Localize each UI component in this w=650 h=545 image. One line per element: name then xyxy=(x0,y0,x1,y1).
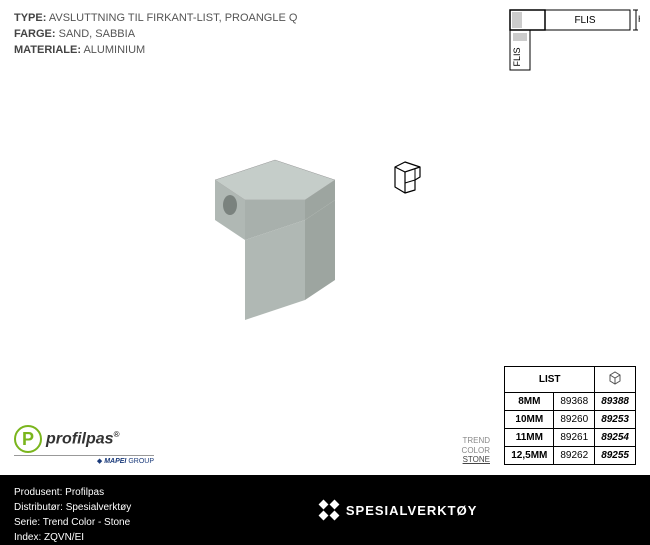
row-code1: 89368 xyxy=(554,393,595,411)
product-specs: TYPE: AVSLUTTNING TIL FIRKANT-LIST, PROA… xyxy=(14,12,297,60)
h-label: H xyxy=(638,14,640,24)
data-table: LIST 8MM 89368 89388 xyxy=(504,366,636,465)
material-value: ALUMINIUM xyxy=(83,44,145,56)
trend-line3: STONE xyxy=(462,455,490,465)
spec-color: FARGE: SAND, SABBIA xyxy=(14,28,297,40)
row-size: 8MM xyxy=(505,393,554,411)
spec-type: TYPE: AVSLUTTNING TIL FIRKANT-LIST, PROA… xyxy=(14,12,297,24)
distributor-value: Spesialverktøy xyxy=(66,502,132,513)
trend-color-stone-label: TREND COLOR STONE xyxy=(462,436,490,465)
mapei-subtext: ◆ MAPEI GROUP xyxy=(14,455,154,465)
spesialverktoy-logo: SPESIALVERKTØY xyxy=(145,475,650,545)
reg-mark: ® xyxy=(114,430,120,439)
row-code2: 89254 xyxy=(595,429,636,447)
profile-diagram: FLIS H FLIS xyxy=(490,5,640,75)
trend-line2: COLOR xyxy=(462,446,490,456)
row-code1: 89261 xyxy=(554,429,595,447)
profilpas-text: profilpas xyxy=(46,430,114,447)
trend-line1: TREND xyxy=(462,436,490,446)
corner-piece-icon xyxy=(390,155,430,195)
row-code2: 89253 xyxy=(595,411,636,429)
cube-icon xyxy=(607,370,623,386)
row-size: 10MM xyxy=(505,411,554,429)
row-size: 11MM xyxy=(505,429,554,447)
profilpas-logo: P profilpas® ◆ MAPEI GROUP xyxy=(14,425,154,465)
sv-icon xyxy=(318,499,340,521)
row-code1: 89262 xyxy=(554,447,595,465)
index-value: ZQVN/EI xyxy=(44,532,84,543)
color-label: FARGE: xyxy=(14,28,56,40)
material-label: MATERIALE: xyxy=(14,44,81,56)
row-code2: 89255 xyxy=(595,447,636,465)
row-code1: 89260 xyxy=(554,411,595,429)
row-code2: 89388 xyxy=(595,393,636,411)
product-image xyxy=(175,130,375,330)
flis-label-h: FLIS xyxy=(574,15,595,26)
series-value: Trend Color - Stone xyxy=(43,517,130,528)
row-size: 12,5MM xyxy=(505,447,554,465)
type-value: AVSLUTTNING TIL FIRKANT-LIST, PROANGLE Q xyxy=(49,12,298,24)
mapei-group-text: GROUP xyxy=(126,458,154,465)
spec-material: MATERIALE: ALUMINIUM xyxy=(14,44,297,56)
color-value: SAND, SABBIA xyxy=(59,28,135,40)
col-icon xyxy=(595,367,636,393)
footer: Produsent: Profilpas Distributør: Spesia… xyxy=(0,475,650,545)
mapei-text: MAPEI xyxy=(104,458,126,465)
p-circle-icon: P xyxy=(14,425,42,453)
footer-meta: Produsent: Profilpas Distributør: Spesia… xyxy=(0,475,145,545)
type-label: TYPE: xyxy=(14,12,46,24)
index-label: Index: xyxy=(14,532,41,543)
sv-text: SPESIALVERKTØY xyxy=(346,503,478,518)
product-table: LIST 8MM 89368 89388 xyxy=(504,366,636,465)
col-list: LIST xyxy=(505,367,595,393)
producer-value: Profilpas xyxy=(65,487,104,498)
series-label: Serie: xyxy=(14,517,40,528)
distributor-label: Distributør: xyxy=(14,502,63,513)
producer-label: Produsent: xyxy=(14,487,62,498)
flis-label-v: FLIS xyxy=(512,47,522,66)
